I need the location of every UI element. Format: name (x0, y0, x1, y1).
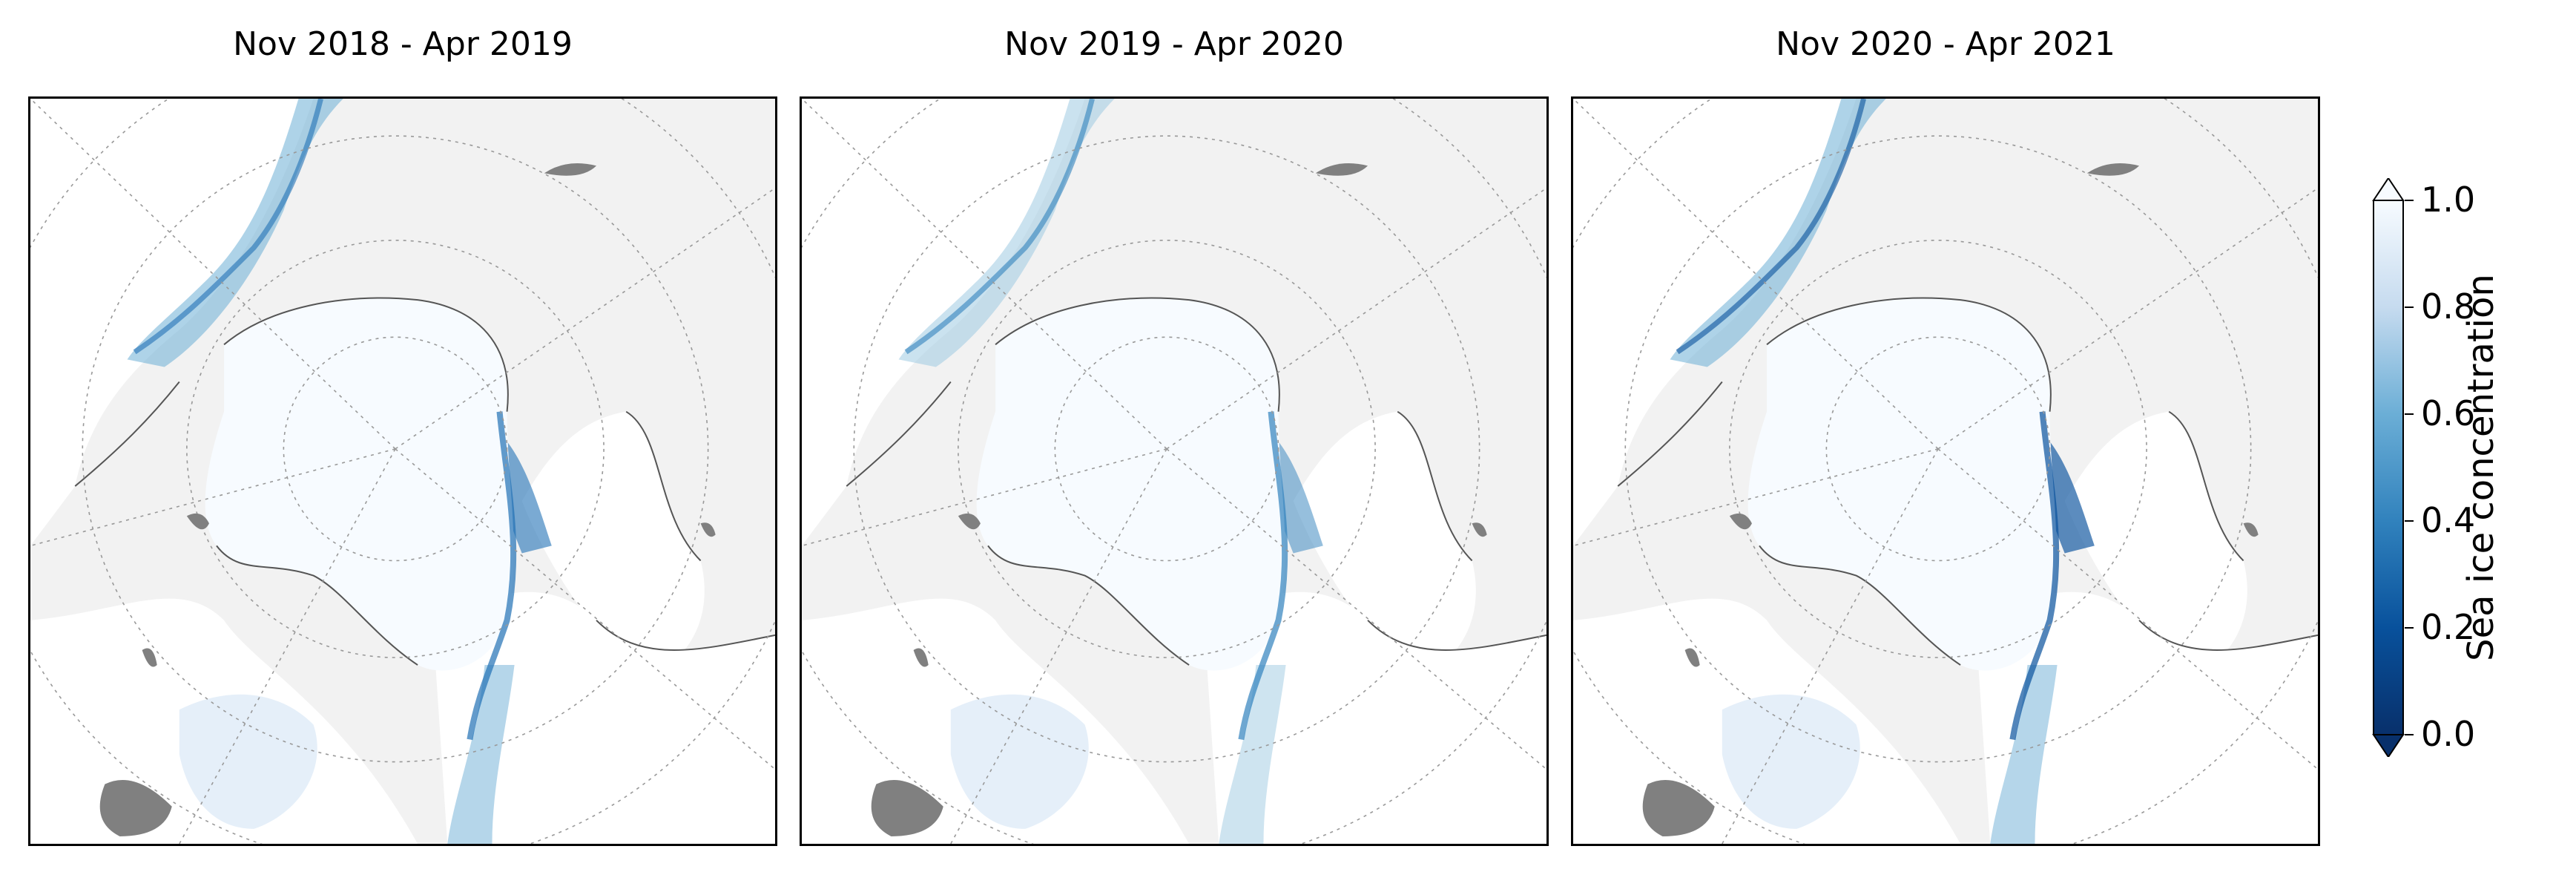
colorbar-tick-label: 1.0 (2421, 180, 2476, 220)
sea-ice-map (1573, 99, 2318, 844)
colorbar-tick-mark (2405, 734, 2414, 735)
colorbar-tick-mark (2405, 413, 2414, 415)
map-panel-2 (800, 96, 1549, 846)
colorbar-tick-mark (2405, 306, 2414, 308)
colorbar-tick-mark (2405, 520, 2414, 522)
panel-title-1: Nov 2018 - Apr 2019 (233, 25, 573, 63)
sea-ice-map (802, 99, 1546, 844)
colorbar-tick-mark (2405, 200, 2414, 201)
map-panel-1 (28, 96, 777, 846)
colorbar-tick-label: 0.6 (2421, 393, 2476, 433)
colorbar-label: Sea ice concentration (2460, 274, 2502, 661)
colorbar-tick-label: 0.4 (2421, 500, 2476, 540)
colorbar (2372, 178, 2405, 757)
map-panel-3 (1571, 96, 2320, 846)
colorbar-tick-mark (2405, 627, 2414, 629)
panel-title-3: Nov 2020 - Apr 2021 (1776, 25, 2115, 63)
sea-ice-map (30, 99, 775, 844)
colorbar-tick-label: 0.8 (2421, 286, 2476, 327)
panel-title-2: Nov 2019 - Apr 2020 (1004, 25, 1344, 63)
colorbar-tick-label: 0.0 (2421, 714, 2476, 754)
colorbar-tick-label: 0.2 (2421, 607, 2476, 647)
